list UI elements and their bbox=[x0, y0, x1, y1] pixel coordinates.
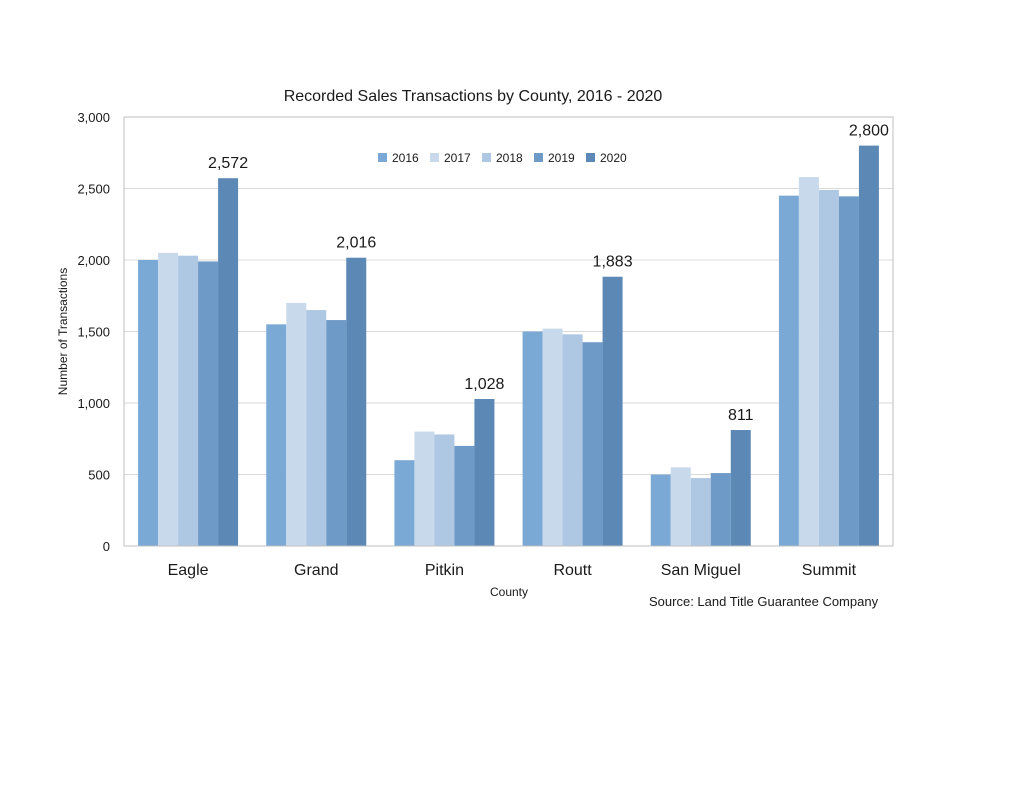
legend-entry: 2018 bbox=[496, 151, 523, 165]
bar-grand-2020 bbox=[346, 257, 367, 546]
bar-san-miguel-2020 bbox=[730, 430, 751, 546]
x-tick-label: Pitkin bbox=[425, 562, 464, 579]
legend-swatch bbox=[534, 153, 543, 162]
data-label: 2,800 bbox=[849, 123, 889, 140]
data-label: 1,883 bbox=[593, 254, 633, 271]
bar-eagle-2017 bbox=[158, 252, 179, 546]
x-axis-ticks: Eagle Grand Pitkin Routt San Miguel Summit bbox=[168, 562, 857, 579]
bar-grand-2019 bbox=[326, 320, 347, 546]
y-axis-ticks: 0 500 1,000 1,500 2,000 2,500 3,000 bbox=[77, 110, 110, 554]
y-axis-label: Number of Transactions bbox=[56, 268, 70, 395]
bar-grand-2018 bbox=[306, 310, 327, 546]
bar-san-miguel-2018 bbox=[690, 478, 711, 546]
legend-entry: 2019 bbox=[548, 151, 575, 165]
bar-pitkin-2020 bbox=[474, 398, 495, 546]
x-tick-label: San Miguel bbox=[661, 562, 741, 579]
y-tick-label: 1,000 bbox=[77, 396, 110, 411]
bar-grand-2016 bbox=[266, 324, 287, 546]
plot-area-border bbox=[123, 116, 894, 547]
data-labels: 2,572 2,016 1,028 1,883 811 2,800 bbox=[208, 123, 889, 424]
data-label: 1,028 bbox=[464, 376, 504, 393]
data-label: 811 bbox=[728, 407, 754, 424]
bar-grand-2017 bbox=[286, 302, 307, 546]
bar-eagle-2019 bbox=[198, 261, 219, 546]
bar-summit-2018 bbox=[818, 189, 839, 546]
bar-eagle-2018 bbox=[178, 255, 199, 546]
bar-routt-2018 bbox=[562, 334, 583, 546]
legend: 2016 2017 2018 2019 2020 bbox=[378, 151, 627, 165]
source-note: Source: Land Title Guarantee Company bbox=[649, 594, 879, 609]
bar-summit-2017 bbox=[798, 177, 819, 546]
bar-san-miguel-2019 bbox=[710, 473, 731, 546]
legend-entry: 2016 bbox=[392, 151, 419, 165]
legend-entry: 2017 bbox=[444, 151, 471, 165]
bar-routt-2019 bbox=[582, 342, 603, 546]
bar-summit-2016 bbox=[778, 195, 799, 546]
data-label: 2,572 bbox=[208, 155, 248, 172]
bar-summit-2019 bbox=[838, 196, 859, 547]
legend-swatch bbox=[482, 153, 491, 162]
data-label: 2,016 bbox=[336, 235, 376, 252]
bar-routt-2020 bbox=[602, 276, 623, 546]
bar-san-miguel-2017 bbox=[670, 467, 691, 546]
y-tick-label: 3,000 bbox=[77, 110, 110, 125]
y-tick-label: 500 bbox=[88, 468, 110, 483]
x-tick-label: Summit bbox=[802, 562, 857, 579]
bar-pitkin-2019 bbox=[454, 445, 475, 546]
y-tick-label: 2,500 bbox=[77, 182, 110, 197]
bar-eagle-2020 bbox=[218, 178, 239, 547]
y-tick-label: 0 bbox=[103, 539, 110, 554]
bars bbox=[138, 145, 879, 547]
bar-pitkin-2018 bbox=[434, 434, 455, 546]
bar-routt-2016 bbox=[522, 331, 543, 546]
bar-pitkin-2016 bbox=[394, 460, 415, 546]
chart-title: Recorded Sales Transactions by County, 2… bbox=[284, 88, 663, 105]
legend-swatch bbox=[378, 153, 387, 162]
bar-pitkin-2017 bbox=[414, 431, 435, 546]
x-tick-label: Grand bbox=[294, 562, 338, 579]
x-tick-label: Routt bbox=[553, 562, 592, 579]
y-tick-label: 1,500 bbox=[77, 325, 110, 340]
bar-summit-2020 bbox=[858, 145, 879, 546]
legend-entry: 2020 bbox=[600, 151, 627, 165]
bar-routt-2017 bbox=[542, 328, 563, 546]
bar-san-miguel-2016 bbox=[650, 474, 671, 546]
x-tick-label: Eagle bbox=[168, 562, 209, 579]
bar-eagle-2016 bbox=[138, 260, 159, 546]
y-tick-label: 2,000 bbox=[77, 253, 110, 268]
legend-swatch bbox=[430, 153, 439, 162]
legend-swatch bbox=[586, 153, 595, 162]
x-axis-label: County bbox=[490, 585, 528, 599]
